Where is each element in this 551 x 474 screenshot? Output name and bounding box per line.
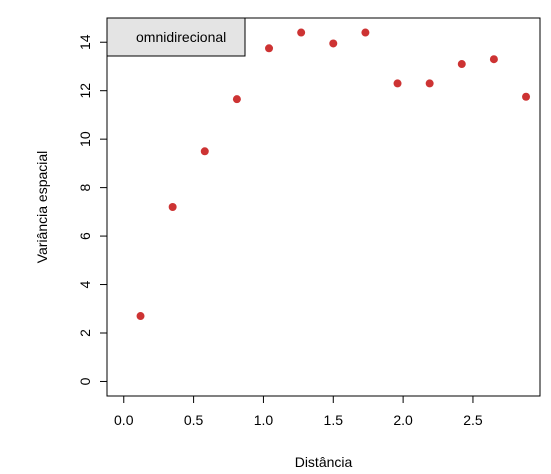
y-tick-label: 4 — [77, 280, 93, 288]
y-tick-label: 0 — [77, 377, 93, 385]
data-point — [522, 92, 531, 101]
y-tick-label: 10 — [77, 131, 93, 147]
y-tick-label: 14 — [77, 34, 93, 50]
y-axis: 0 2 4 6 8 10 12 14 — [77, 34, 108, 385]
legend-box — [106, 17, 246, 57]
y-tick-label: 8 — [77, 184, 93, 192]
y-tick-label: 6 — [77, 232, 93, 240]
data-points — [136, 28, 531, 321]
data-point — [393, 79, 402, 88]
x-axis-label: Distância — [295, 454, 353, 470]
legend: omnidirecional — [106, 17, 246, 57]
x-tick-label: 2.0 — [393, 412, 413, 428]
data-point — [457, 60, 466, 69]
data-point — [297, 28, 306, 37]
x-tick-label: 1.5 — [324, 412, 344, 428]
data-point — [168, 203, 177, 211]
x-tick-label: 0.0 — [114, 412, 134, 428]
x-axis: 0.0 0.5 1.0 1.5 2.0 2.5 — [114, 395, 483, 428]
data-point — [265, 44, 274, 53]
data-point — [361, 28, 370, 37]
data-point — [329, 39, 338, 48]
data-point — [136, 312, 145, 321]
legend-label: omnidirecional — [136, 29, 226, 45]
x-tick-label: 1.0 — [254, 412, 274, 428]
y-tick-label: 2 — [77, 329, 93, 337]
data-point — [489, 55, 498, 64]
x-tick-label: 2.5 — [463, 412, 483, 428]
x-tick-label: 0.5 — [184, 412, 204, 428]
y-tick-label: 12 — [77, 83, 93, 99]
data-point — [200, 147, 209, 156]
y-axis-label: Variância espacial — [34, 151, 50, 264]
data-point — [232, 95, 241, 104]
data-point — [425, 79, 434, 88]
